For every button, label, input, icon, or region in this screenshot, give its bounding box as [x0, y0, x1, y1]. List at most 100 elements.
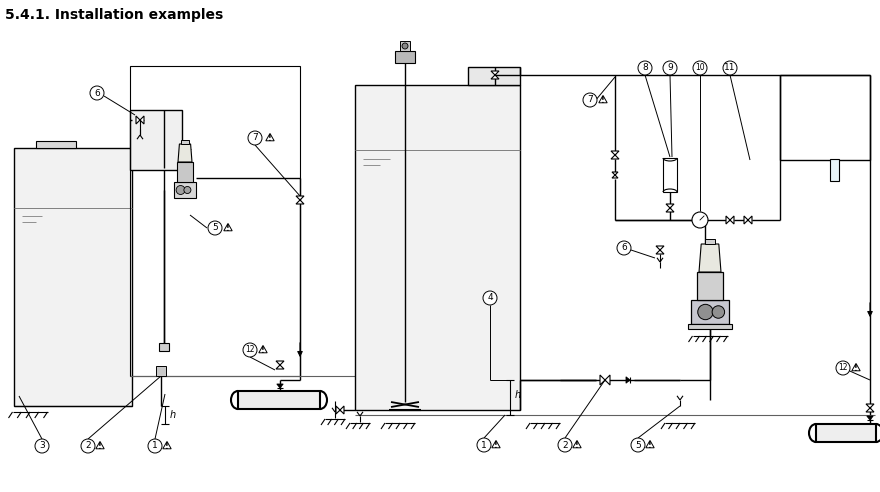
Text: 9: 9 [667, 63, 673, 72]
Polygon shape [646, 440, 654, 448]
Text: 11: 11 [724, 63, 736, 72]
Polygon shape [867, 416, 873, 420]
Polygon shape [656, 246, 664, 254]
Polygon shape [611, 151, 619, 159]
Circle shape [692, 212, 708, 228]
Text: !: ! [494, 441, 498, 450]
Bar [688, 324, 732, 329]
Text: !: ! [648, 441, 652, 450]
Circle shape [712, 306, 724, 318]
Polygon shape [852, 364, 860, 371]
Circle shape [631, 438, 645, 452]
Text: !: ! [854, 364, 858, 373]
Bar [130, 66, 300, 376]
Polygon shape [266, 133, 275, 141]
Polygon shape [866, 404, 874, 412]
Text: 6: 6 [94, 89, 99, 97]
Polygon shape [163, 441, 172, 449]
Bar [14, 148, 132, 406]
Polygon shape [136, 116, 144, 124]
Bar [36, 141, 76, 148]
Circle shape [81, 439, 95, 453]
Polygon shape [276, 361, 284, 369]
Bar [180, 140, 189, 144]
Circle shape [663, 61, 677, 75]
Circle shape [617, 241, 631, 255]
Text: !: ! [601, 96, 605, 105]
Text: !: ! [261, 346, 265, 355]
Bar [663, 158, 677, 192]
Bar [400, 41, 410, 51]
Polygon shape [626, 377, 630, 383]
Text: !: ! [268, 134, 272, 143]
Polygon shape [96, 441, 104, 449]
Bar [355, 85, 520, 410]
Text: h: h [170, 410, 176, 420]
Polygon shape [744, 216, 752, 224]
Bar [705, 239, 715, 244]
Text: !: ! [98, 442, 102, 451]
Text: !: ! [165, 442, 169, 451]
Bar [238, 391, 320, 409]
Bar [177, 162, 193, 182]
Polygon shape [598, 95, 607, 103]
Text: h: h [515, 390, 521, 400]
Text: 5: 5 [635, 440, 641, 450]
Circle shape [723, 61, 737, 75]
Circle shape [176, 185, 185, 194]
Text: 4: 4 [488, 294, 493, 303]
Polygon shape [600, 375, 610, 385]
Text: 2: 2 [562, 440, 568, 450]
Circle shape [583, 93, 597, 107]
Polygon shape [277, 384, 283, 388]
Text: 1: 1 [481, 440, 487, 450]
Polygon shape [666, 204, 674, 212]
Circle shape [248, 131, 262, 145]
Text: 10: 10 [695, 63, 705, 72]
Text: 3: 3 [39, 441, 45, 451]
Polygon shape [612, 172, 618, 178]
Text: 7: 7 [253, 133, 258, 143]
Bar [159, 343, 169, 351]
Polygon shape [573, 440, 581, 448]
Circle shape [148, 439, 162, 453]
Text: 12: 12 [839, 364, 847, 372]
Polygon shape [699, 244, 721, 272]
Text: !: ! [575, 441, 579, 450]
Bar [156, 366, 166, 376]
Text: !: ! [226, 224, 230, 233]
Polygon shape [178, 144, 192, 162]
Bar [691, 300, 729, 324]
Circle shape [638, 61, 652, 75]
Circle shape [35, 439, 49, 453]
Text: 8: 8 [642, 63, 648, 72]
Text: 1: 1 [152, 441, 158, 451]
Polygon shape [491, 71, 499, 79]
Polygon shape [336, 406, 344, 414]
Circle shape [90, 86, 104, 100]
Circle shape [184, 186, 191, 193]
Polygon shape [726, 216, 734, 224]
Bar [697, 272, 723, 300]
Polygon shape [492, 440, 500, 448]
Bar [468, 67, 520, 85]
Circle shape [483, 291, 497, 305]
Circle shape [836, 361, 850, 375]
Bar [130, 110, 182, 170]
Bar [816, 424, 876, 442]
Circle shape [402, 43, 408, 49]
Text: 7: 7 [587, 95, 593, 104]
Bar [174, 182, 196, 198]
Bar [395, 51, 415, 63]
Circle shape [698, 305, 713, 320]
Circle shape [477, 438, 491, 452]
Circle shape [558, 438, 572, 452]
Text: 2: 2 [85, 441, 91, 451]
Circle shape [208, 221, 222, 235]
Polygon shape [224, 223, 232, 231]
Text: 6: 6 [621, 244, 627, 252]
Polygon shape [259, 345, 268, 353]
Text: 5: 5 [212, 223, 218, 233]
Bar [831, 159, 840, 181]
Circle shape [693, 61, 707, 75]
